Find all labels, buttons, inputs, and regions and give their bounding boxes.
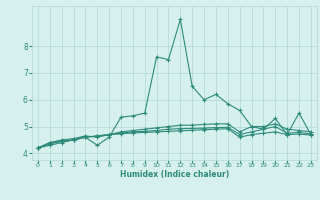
X-axis label: Humidex (Indice chaleur): Humidex (Indice chaleur) <box>120 170 229 179</box>
